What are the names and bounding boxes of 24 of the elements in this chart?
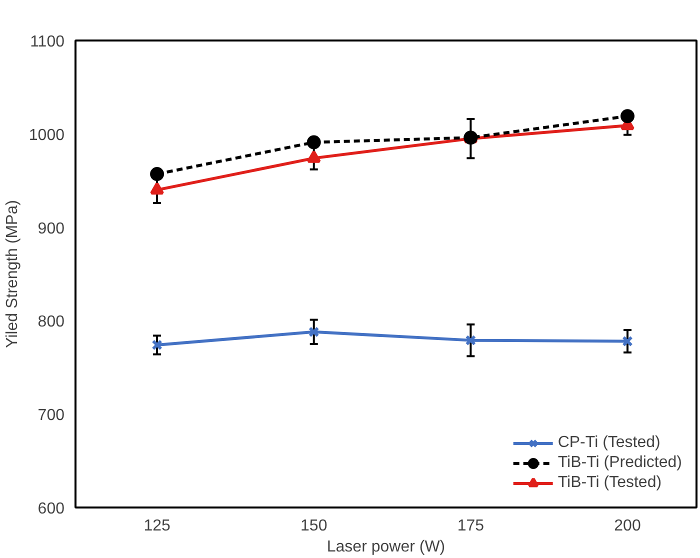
point <box>306 135 321 150</box>
y-tick-label: 600 <box>38 500 65 518</box>
point <box>622 336 633 347</box>
point <box>152 340 162 350</box>
legend-label: TiB-Ti (Predicted) <box>558 454 682 472</box>
legend-label: TiB-Ti (Tested) <box>558 474 662 492</box>
point <box>620 109 634 124</box>
x-tick-label: 175 <box>457 518 484 534</box>
y-tick-label: 800 <box>38 314 65 331</box>
point <box>150 167 164 182</box>
legend-label: CP-Ti (Tested) <box>558 434 660 452</box>
point <box>308 326 320 338</box>
point <box>465 334 476 346</box>
y-axis-title: Yiled Strength (MPa) <box>4 200 21 348</box>
x-axis-title: Laser power (W) <box>326 538 446 556</box>
x-tick-label: 125 <box>144 518 170 534</box>
y-tick-label: 1000 <box>28 126 65 144</box>
x-tick-label: 150 <box>300 518 328 534</box>
y-tick-label: 1100 <box>30 34 65 50</box>
y-tick-label: 900 <box>38 220 65 238</box>
point <box>306 150 321 163</box>
x-tick-label: 200 <box>614 518 641 534</box>
point <box>150 182 164 195</box>
y-tick-label: 700 <box>38 407 65 424</box>
